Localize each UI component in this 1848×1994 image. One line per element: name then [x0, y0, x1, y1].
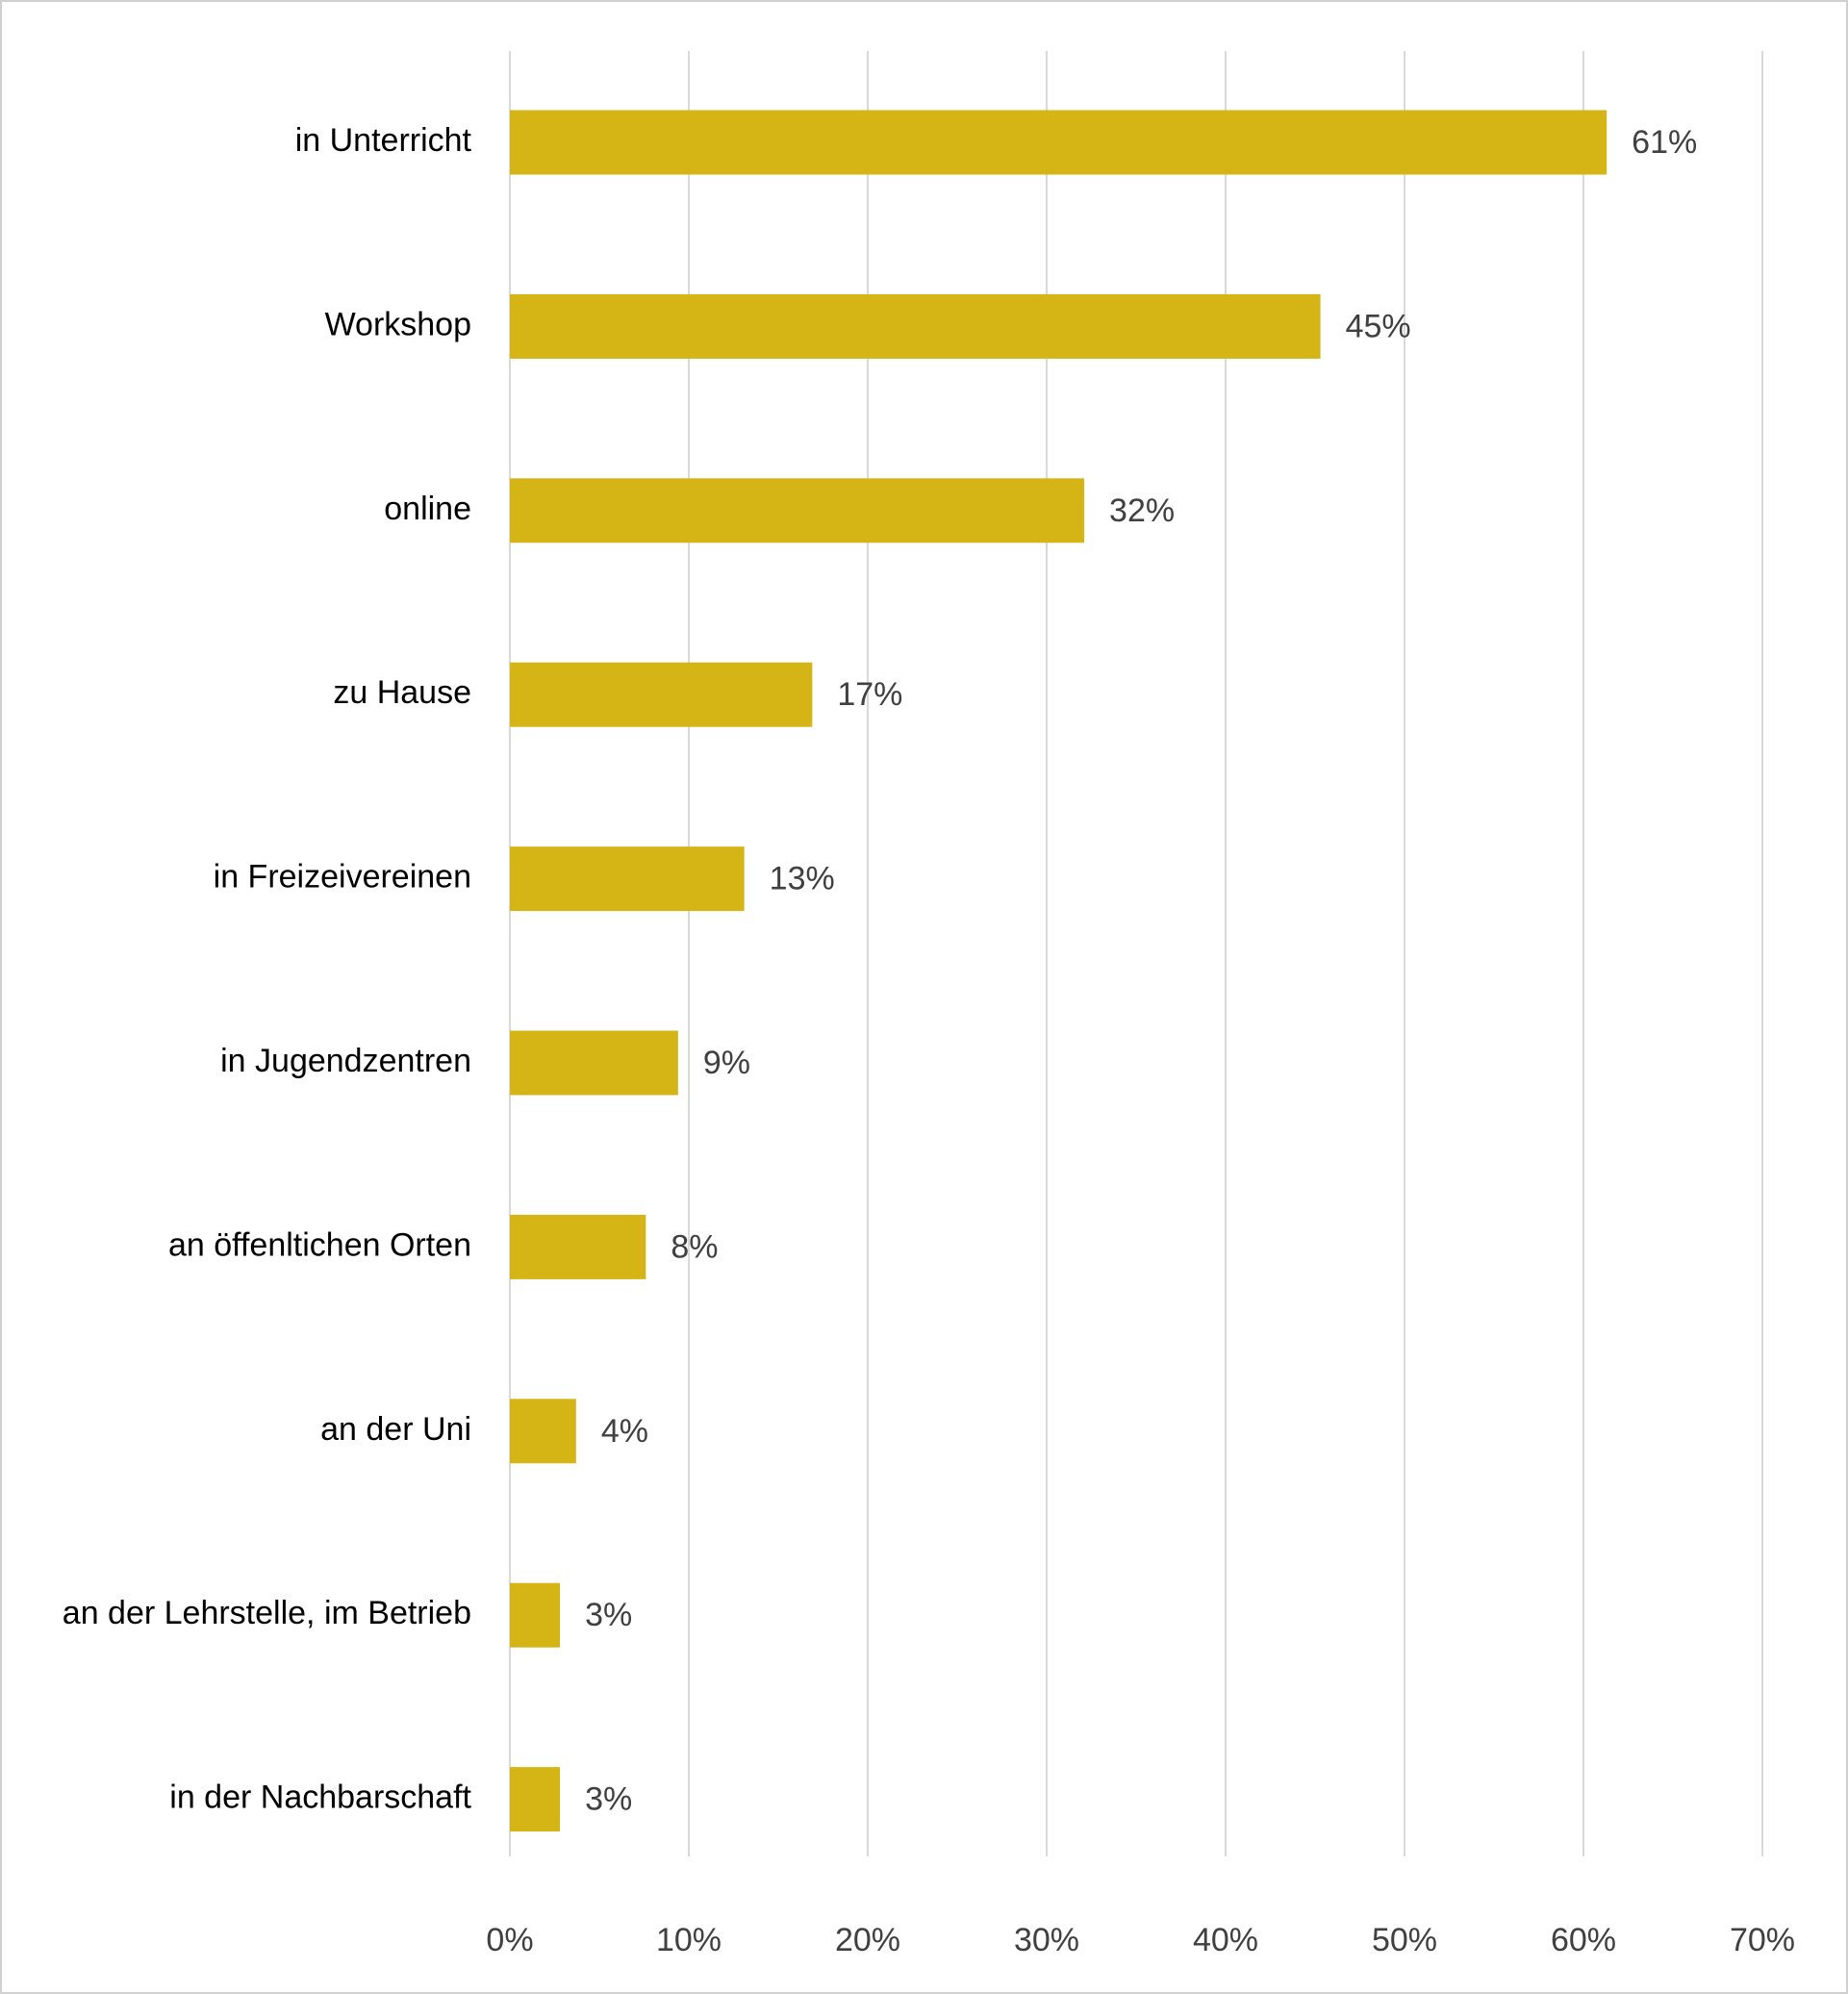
- bar: [510, 662, 813, 727]
- bar: [510, 1767, 561, 1832]
- data-label: 13%: [770, 861, 835, 897]
- x-tick-label: 10%: [656, 1922, 721, 1958]
- x-tick-label: 50%: [1372, 1922, 1437, 1958]
- data-label: 3%: [585, 1597, 632, 1633]
- y-tick-label: Workshop: [325, 306, 471, 342]
- data-label: 9%: [703, 1045, 750, 1081]
- bar: [510, 110, 1608, 175]
- bar: [510, 1214, 646, 1279]
- bar: [510, 1582, 561, 1648]
- y-tick-label: in Freizeivereinen: [214, 859, 471, 896]
- data-label: 8%: [671, 1228, 718, 1265]
- y-tick-label: an öffenltichen Orten: [168, 1226, 471, 1263]
- data-label: 3%: [585, 1781, 632, 1818]
- x-tick-label: 30%: [1014, 1922, 1079, 1958]
- x-tick-label: 60%: [1551, 1922, 1616, 1958]
- bar: [510, 1399, 576, 1464]
- x-tick-label: 0%: [486, 1922, 533, 1958]
- y-tick-label: in Unterricht: [295, 122, 472, 159]
- data-label: 45%: [1346, 308, 1411, 344]
- x-tick-label: 40%: [1193, 1922, 1258, 1958]
- y-tick-label: online: [384, 491, 471, 527]
- y-tick-label: an der Uni: [320, 1411, 471, 1448]
- y-tick-label: zu Hause: [333, 674, 471, 711]
- data-label: 32%: [1109, 492, 1175, 529]
- bar: [510, 846, 745, 912]
- x-tick-label: 20%: [835, 1922, 900, 1958]
- bar: [510, 478, 1085, 543]
- data-label: 61%: [1632, 124, 1697, 161]
- y-tick-label: an der Lehrstelle, im Betrieb: [63, 1595, 471, 1631]
- bar: [510, 1030, 678, 1096]
- x-tick-label: 70%: [1730, 1922, 1795, 1958]
- data-label: 17%: [837, 676, 902, 713]
- bar: [510, 293, 1321, 359]
- y-tick-label: in Jugendzentren: [220, 1043, 471, 1079]
- y-tick-label: in der Nachbarschaft: [169, 1779, 471, 1816]
- data-label: 4%: [601, 1413, 648, 1450]
